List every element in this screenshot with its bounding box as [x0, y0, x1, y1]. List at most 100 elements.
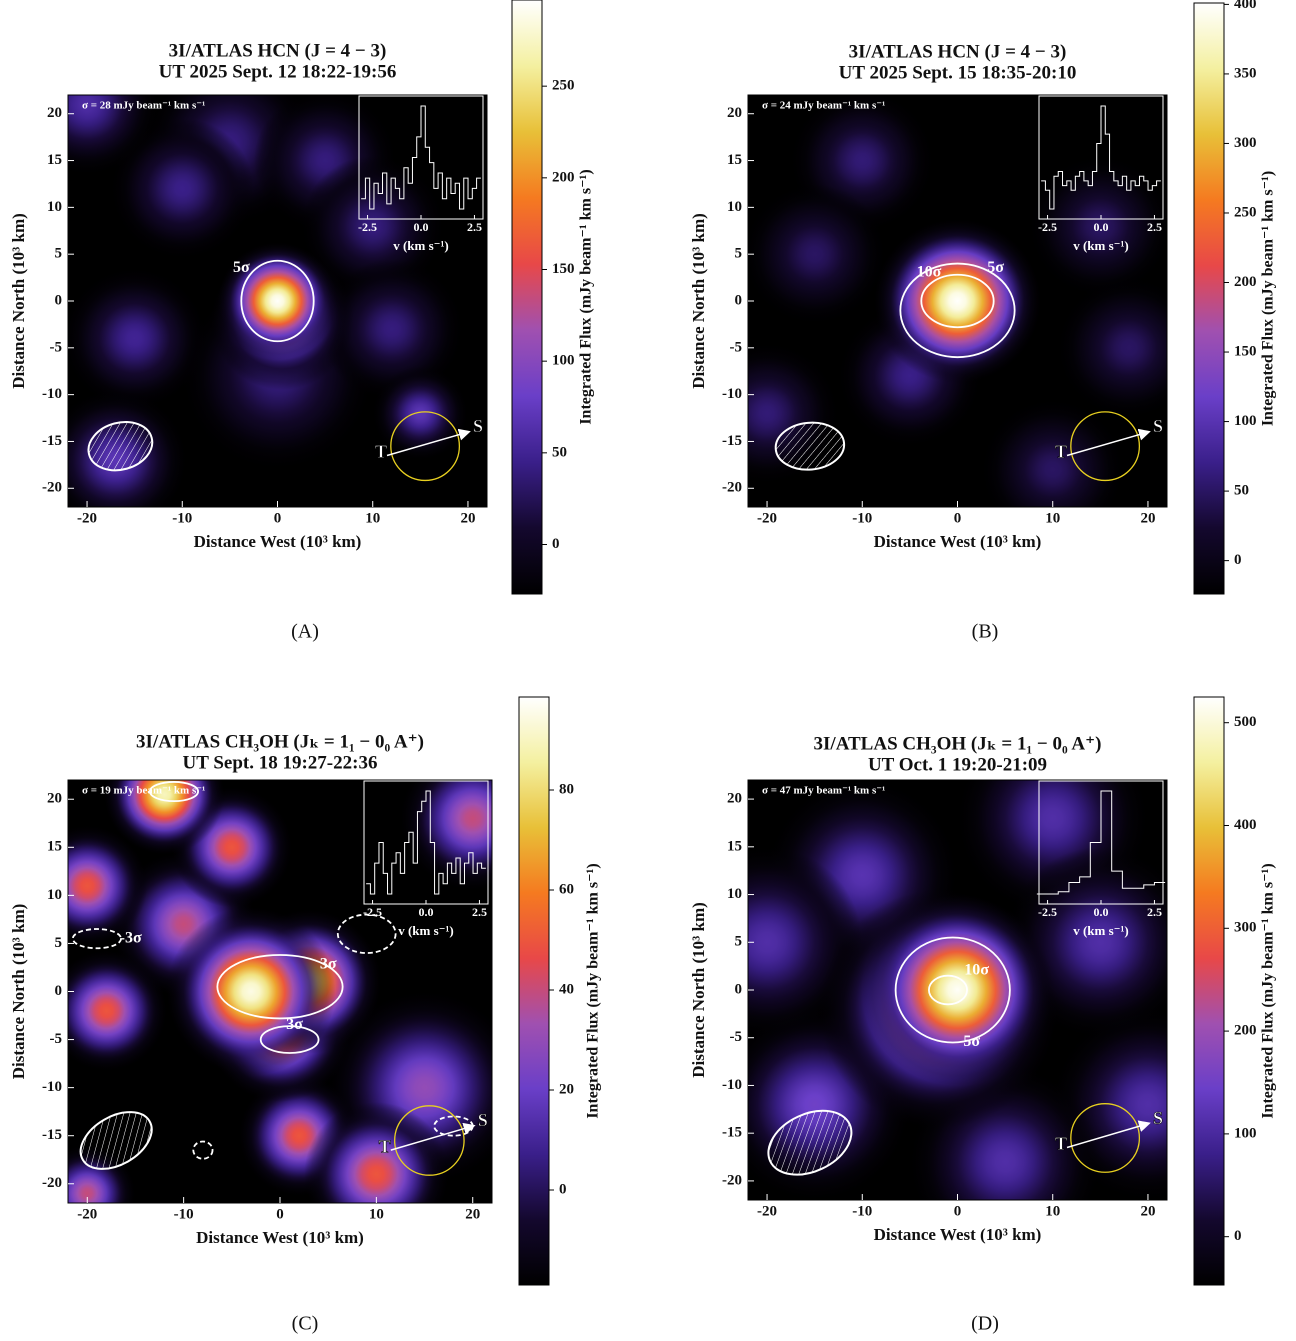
inset-tick-label: -2.5 [1038, 905, 1057, 919]
colorbar-tick-label: 400 [1234, 0, 1257, 12]
chart-title: 3I/ATLAS CH₃OH (Jₖ = 1₁ − 0₀ A⁺) [814, 733, 1102, 754]
arrow-label: S [478, 1110, 488, 1130]
overlay: 3σ 3σ -3σ T S [71, 781, 488, 1176]
contour [192, 1140, 214, 1160]
direction-arrow [1066, 428, 1151, 457]
emission-source [68, 268, 207, 409]
emission-source [981, 399, 1125, 507]
y-tick-label: -5 [730, 339, 743, 355]
spectrum [1041, 105, 1161, 210]
x-tick-label: 20 [1140, 1203, 1155, 1219]
spectrum [361, 105, 481, 210]
noise-label: σ = 24 mJy beam⁻¹ km s⁻¹ [762, 100, 885, 112]
x-tick-label: 20 [465, 1206, 480, 1222]
contour [920, 273, 995, 329]
sun-circle [1070, 1103, 1141, 1173]
inset-tick-label: 2.5 [1147, 905, 1162, 919]
x-tick-label: -10 [172, 510, 192, 526]
chart-subtitle: UT Sept. 18 19:27-22:36 [183, 752, 378, 773]
colorbar-tick-label: 100 [1234, 413, 1257, 429]
noise-label: σ = 28 mJy beam⁻¹ km s⁻¹ [82, 100, 205, 112]
y-tick-label: 0 [735, 292, 743, 308]
overlay: 5σ T S [87, 259, 483, 482]
arrow-label: S [473, 416, 483, 436]
y-tick-label: 20 [47, 791, 62, 807]
x-tick-label: -10 [174, 1206, 194, 1222]
x-axis-label: Distance West (10³ km) [874, 1225, 1042, 1244]
chart-title: 3I/ATLAS HCN (J = 4 − 3) [849, 41, 1067, 62]
caption: (A) [291, 621, 319, 643]
colorbar-tick-label: 500 [1234, 714, 1257, 730]
y-tick-label: 20 [47, 105, 62, 121]
chart-title: 3I/ATLAS CH₃OH (Jₖ = 1₁ − 0₀ A⁺) [136, 731, 424, 752]
x-tick-label: 0 [954, 510, 962, 526]
y-tick-label: 15 [727, 838, 742, 854]
colorbar-tick-label: 50 [552, 444, 567, 460]
x-tick-label: 10 [369, 1206, 384, 1222]
y-tick-label: 15 [727, 152, 742, 168]
arrow-label: T [375, 442, 387, 462]
sun-circle [1070, 411, 1141, 482]
colorbar-tick-label: 80 [559, 781, 574, 797]
y-tick-label: 5 [735, 246, 743, 262]
heatmap [68, 95, 468, 507]
chart-subtitle: UT 2025 Sept. 12 18:22-19:56 [159, 61, 397, 82]
inset-x-label: v (km s⁻¹) [393, 238, 449, 253]
colorbar-tick-label: 300 [1234, 920, 1257, 936]
contour [336, 913, 397, 954]
beam [79, 1111, 153, 1170]
inset-x-label: v (km s⁻¹) [398, 923, 454, 938]
inset-x-label: v (km s⁻¹) [1073, 238, 1129, 253]
arrow-label: T [1055, 442, 1067, 462]
contour-label: 5σ [233, 259, 250, 276]
colorbar-tick-label: 350 [1234, 65, 1257, 81]
colorbar-label: Integrated Flux (mJy beam⁻¹ km s⁻¹) [585, 863, 602, 1118]
colorbar-tick-label: 200 [1234, 1023, 1257, 1039]
emission-source [68, 950, 167, 1071]
contour [894, 936, 1011, 1044]
x-axis-label: Distance West (10³ km) [194, 532, 362, 551]
x-axis-label: Distance West (10³ km) [874, 532, 1042, 551]
x-tick-label: 0 [954, 1203, 962, 1219]
y-axis-label: Distance North (10³ km) [689, 902, 708, 1078]
contour [216, 954, 344, 1020]
emission-source [217, 242, 338, 360]
colorbar-tick-label: 60 [559, 881, 574, 897]
inset-tick-label: 0.0 [1094, 220, 1109, 234]
x-tick-label: 20 [460, 510, 475, 526]
y-tick-label: 10 [727, 886, 742, 902]
y-axis-label: Distance North (10³ km) [689, 213, 708, 389]
x-tick-label: -20 [757, 510, 777, 526]
caption: (B) [972, 621, 999, 643]
contour [149, 781, 199, 803]
y-tick-label: -15 [42, 433, 62, 449]
emission-source [372, 366, 468, 461]
arrow-label: T [379, 1136, 391, 1156]
y-axis-label: Distance North (10³ km) [9, 904, 28, 1080]
x-tick-label: -20 [77, 1206, 97, 1222]
beam [774, 421, 846, 471]
colorbar-tick-label: 150 [552, 261, 575, 277]
colorbar-tick-label: 100 [552, 353, 575, 369]
y-tick-label: 10 [727, 199, 742, 215]
colorbar-tick-label: 150 [1234, 343, 1257, 359]
chart-subtitle: UT 2025 Sept. 15 18:35-20:10 [839, 62, 1077, 83]
colorbar-tick-label: 250 [552, 78, 575, 94]
x-tick-label: 10 [365, 510, 380, 526]
y-tick-label: -10 [722, 1077, 742, 1093]
colorbar-tick-label: 0 [1234, 1228, 1242, 1244]
contour [928, 974, 968, 1006]
caption: (D) [971, 1313, 999, 1335]
beam [767, 1109, 853, 1176]
noise-label: σ = 19 mJy beam⁻¹ km s⁻¹ [82, 785, 205, 797]
x-tick-label: -10 [852, 510, 872, 526]
y-tick-label: -10 [42, 1079, 62, 1095]
inset-x-label: v (km s⁻¹) [1073, 923, 1129, 938]
contour-label: 10σ [964, 962, 989, 979]
colorbar [511, 0, 543, 595]
arrow-label: S [1153, 1108, 1163, 1128]
colorbar-tick-label: 0 [559, 1181, 567, 1197]
y-axis-label: Distance North (10³ km) [9, 213, 28, 389]
y-tick-label: -5 [50, 1031, 63, 1047]
contour [259, 1025, 320, 1054]
